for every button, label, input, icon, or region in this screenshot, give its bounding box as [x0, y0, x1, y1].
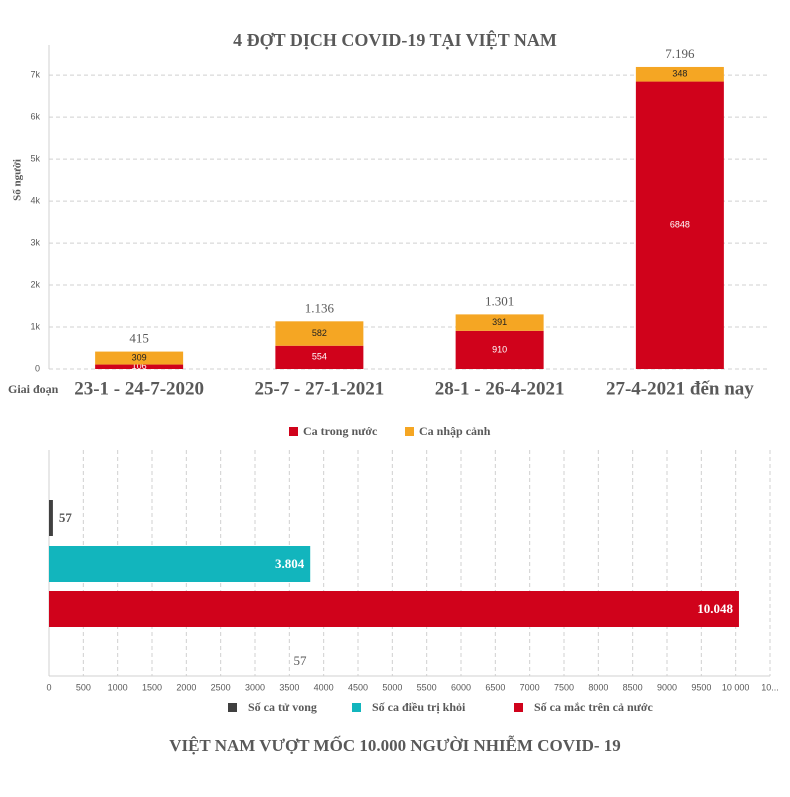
x-tick-label: 3500	[279, 682, 299, 692]
x-tick-label: 1000	[108, 682, 128, 692]
bar	[49, 546, 311, 582]
y-tick-label: 7k	[30, 70, 40, 80]
x-tick-label: 4000	[314, 682, 334, 692]
x-tick-label: 4500	[348, 682, 368, 692]
bar-segment	[275, 321, 364, 346]
chart-title: VIỆT NAM VƯỢT MỐC 10.000 NGƯỜI NHIỄM COV…	[169, 735, 621, 755]
x-tick-label: 5500	[417, 682, 437, 692]
total-label: 415	[129, 331, 149, 346]
x-axis-label: Giai đoạn	[8, 382, 59, 396]
bar-segment	[455, 314, 544, 331]
value-label: 57	[59, 510, 73, 525]
bar-segment	[635, 66, 724, 82]
x-tick-label: 23-1 - 24-7-2020	[74, 378, 204, 399]
segment-label: 309	[132, 352, 147, 362]
x-tick-label: 7000	[520, 682, 540, 692]
segment-label: 582	[312, 328, 327, 338]
x-tick-label: 8000	[588, 682, 608, 692]
y-tick-label: 5k	[30, 154, 40, 164]
bar-segment	[95, 351, 184, 365]
segment-label: 910	[492, 344, 507, 354]
legend-label: Số ca tử vong	[248, 700, 317, 714]
y-tick-label: 6k	[30, 112, 40, 122]
legend-label: Ca nhập cảnh	[419, 424, 491, 438]
y-tick-label: 4k	[30, 195, 40, 205]
x-tick-label: 2000	[176, 682, 196, 692]
x-tick-label: 0	[46, 682, 51, 692]
chart-title: 4 ĐỢT DỊCH COVID-19 TẠI VIỆT NAM	[233, 29, 557, 50]
x-tick-label: 7500	[554, 682, 574, 692]
total-label: 1.301	[485, 293, 514, 308]
value-label: 10.048	[697, 601, 733, 616]
bar-segment	[635, 81, 724, 369]
x-tick-label: 3000	[245, 682, 265, 692]
x-tick-label: 25-7 - 27-1-2021	[254, 378, 384, 399]
legend-swatch	[289, 427, 298, 436]
total-label: 7.196	[665, 46, 695, 61]
legend-swatch	[405, 427, 414, 436]
value-label: 3.804	[275, 556, 305, 571]
segment-label: 391	[492, 317, 507, 327]
x-tick-label: 10 000	[722, 682, 750, 692]
bar	[49, 591, 739, 627]
y-tick-label: 2k	[30, 279, 40, 289]
bar-segment	[275, 345, 364, 369]
x-tick-label: 8500	[623, 682, 643, 692]
y-tick-label: 1k	[30, 321, 40, 331]
x-tick-label: 9000	[657, 682, 677, 692]
y-axis-label: Số người	[12, 159, 24, 201]
y-tick-label: 0	[35, 363, 40, 373]
legend-swatch	[514, 703, 523, 712]
total-label: 1.136	[305, 300, 335, 315]
legend-swatch	[352, 703, 361, 712]
segment-label: 348	[672, 69, 687, 79]
legend-label: Số ca mắc trên cả nước	[534, 700, 653, 714]
bar-segment	[455, 330, 544, 369]
x-tick-label: 9500	[691, 682, 711, 692]
x-tick-label: 27-4-2021 đến nay	[606, 378, 754, 399]
x-tick-label: 10...	[761, 682, 779, 692]
segment-label: 6848	[670, 220, 690, 230]
segment-label: 554	[312, 352, 327, 362]
bar-segment	[95, 364, 184, 369]
legend-label: Số ca điều trị khỏi	[372, 700, 466, 714]
x-tick-label: 500	[76, 682, 91, 692]
legend-swatch	[228, 703, 237, 712]
x-tick-label: 6000	[451, 682, 471, 692]
x-tick-label: 1500	[142, 682, 162, 692]
bar	[49, 500, 53, 536]
x-tick-label: 28-1 - 26-4-2021	[435, 378, 565, 399]
annotation: 57	[294, 653, 308, 668]
y-tick-label: 3k	[30, 237, 40, 247]
x-tick-label: 5000	[382, 682, 402, 692]
x-tick-label: 6500	[485, 682, 505, 692]
legend-label: Ca trong nước	[303, 424, 378, 438]
segment-label: 106	[132, 361, 147, 371]
x-tick-label: 2500	[211, 682, 231, 692]
